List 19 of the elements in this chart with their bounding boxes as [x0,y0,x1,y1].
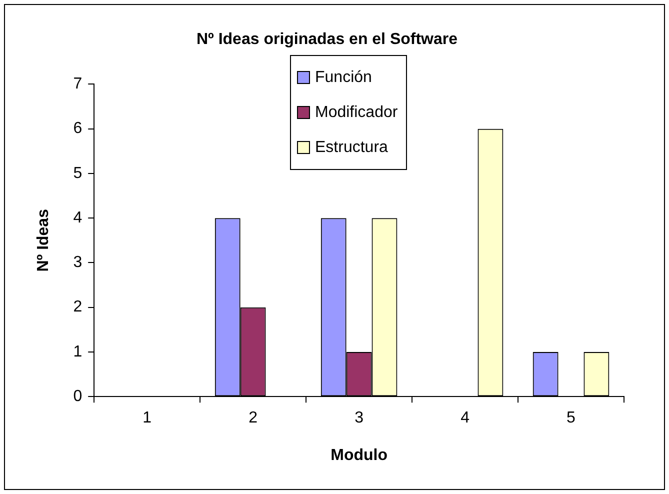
y-tick-label: 6 [73,120,82,138]
x-tick-label: 1 [142,410,152,427]
y-axis-title: Nº Ideas [35,208,52,272]
y-tick-label: 1 [73,343,82,360]
x-tick-label: 4 [460,410,470,427]
y-tick-label: 4 [73,209,82,226]
x-tick-label: 5 [566,410,576,427]
y-tick-label: 2 [73,298,82,316]
y-tick-label: 3 [73,254,82,272]
legend-label: Función [315,68,372,86]
x-axis-title: Modulo [330,446,388,464]
legend-label: Estructura [315,138,388,156]
y-tick-label: 7 [73,76,82,93]
legend-label: Modificador [315,104,398,122]
y-tick-label: 5 [73,164,82,182]
y-tick-label: 0 [73,388,82,406]
x-tick-label: 2 [248,410,258,427]
x-tick-label: 3 [354,410,364,427]
chart-title: Nº Ideas originadas en el Software [196,31,458,48]
